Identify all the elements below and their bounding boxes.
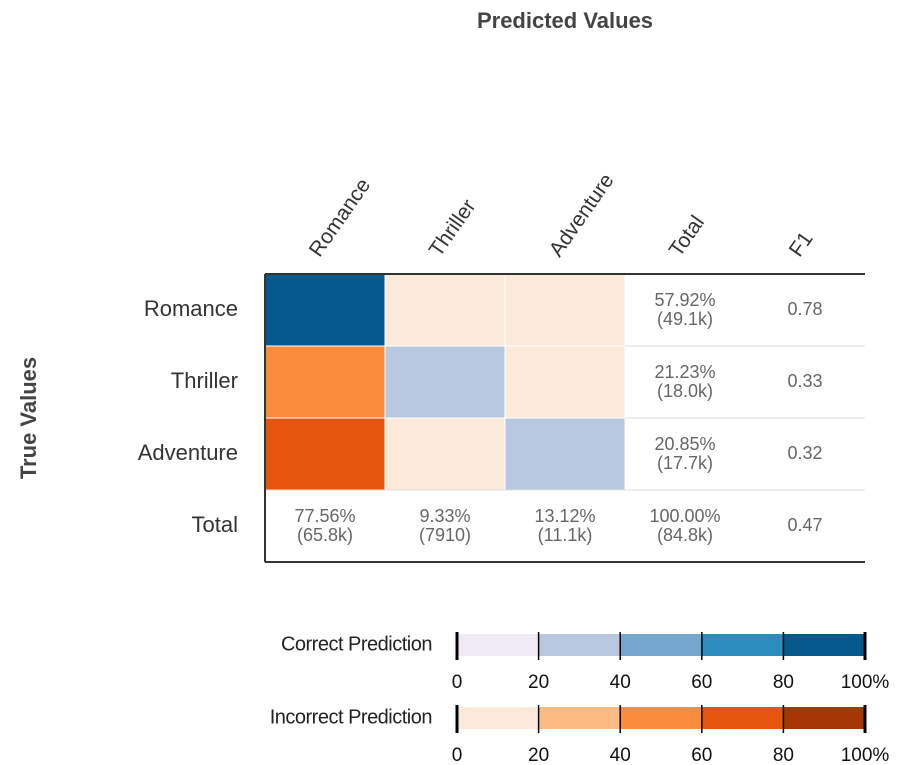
total-count: (65.8k)	[297, 525, 353, 545]
column-header: Thriller	[425, 195, 481, 261]
matrix-cell	[504, 417, 626, 491]
legend-swatch	[783, 634, 865, 656]
legend-tick-label: 0	[452, 672, 463, 693]
legend-tick-label: 60	[691, 672, 712, 693]
total-percent: 21.23%	[654, 362, 715, 382]
chart-title: Predicted Values	[477, 8, 653, 33]
legend-swatch	[457, 634, 539, 656]
matrix-cell	[384, 273, 506, 347]
y-axis-title: True Values	[16, 357, 41, 479]
f1-score: 0.78	[787, 299, 822, 319]
column-header: Total	[665, 212, 709, 262]
legend-tick-label: 100%	[841, 672, 890, 693]
legend-swatch	[538, 634, 621, 656]
legend-tick-label: 20	[528, 672, 549, 693]
total-percent: 9.33%	[419, 506, 470, 526]
total-percent: 57.92%	[654, 290, 715, 310]
legend-tick-label: 60	[691, 745, 712, 765]
row-header: Total	[192, 512, 238, 537]
matrix-cell	[504, 345, 626, 419]
legend-tick-label: 100%	[841, 745, 890, 765]
column-header: F1	[785, 228, 818, 261]
total-count: (11.1k)	[538, 525, 593, 545]
legend-swatch	[538, 707, 621, 729]
legend-swatch	[620, 707, 702, 729]
f1-score: 0.33	[787, 371, 822, 391]
total-percent: 13.12%	[534, 506, 595, 526]
legend-swatch	[701, 707, 784, 729]
total-percent: 77.56%	[294, 506, 355, 526]
f1-score: 0.32	[787, 443, 822, 463]
legend-tick-label: 20	[528, 745, 549, 765]
matrix-cell	[504, 273, 626, 347]
legend-label: Correct Prediction	[281, 633, 432, 655]
legend-swatch	[783, 707, 865, 729]
matrix-cell	[264, 345, 386, 419]
total-percent: 20.85%	[654, 434, 715, 454]
total-count: (84.8k)	[657, 525, 713, 545]
legend-swatch	[701, 634, 784, 656]
legend-swatch	[620, 634, 702, 656]
legend-tick-label: 40	[610, 745, 631, 765]
matrix-cell	[264, 273, 386, 347]
total-count: (49.1k)	[657, 309, 713, 329]
legend-tick-label: 40	[610, 672, 631, 693]
matrix-cell	[264, 417, 386, 491]
total-percent: 100.00%	[649, 506, 720, 526]
legend-swatch	[457, 707, 539, 729]
matrix-cell	[384, 417, 506, 491]
total-count: (18.0k)	[657, 381, 713, 401]
legend-label: Incorrect Prediction	[270, 706, 432, 728]
row-header: Romance	[144, 296, 238, 321]
legend-tick-label: 80	[773, 745, 794, 765]
row-header: Thriller	[171, 368, 238, 393]
column-header: Romance	[305, 174, 375, 261]
legend-tick-label: 80	[773, 672, 794, 693]
total-count: (7910)	[419, 525, 471, 545]
total-count: (17.7k)	[657, 453, 713, 473]
legend-tick-label: 0	[452, 745, 463, 765]
row-header: Adventure	[138, 440, 238, 465]
matrix-cell	[384, 345, 506, 419]
column-header: Adventure	[545, 169, 619, 261]
f1-score: 0.47	[787, 515, 822, 535]
